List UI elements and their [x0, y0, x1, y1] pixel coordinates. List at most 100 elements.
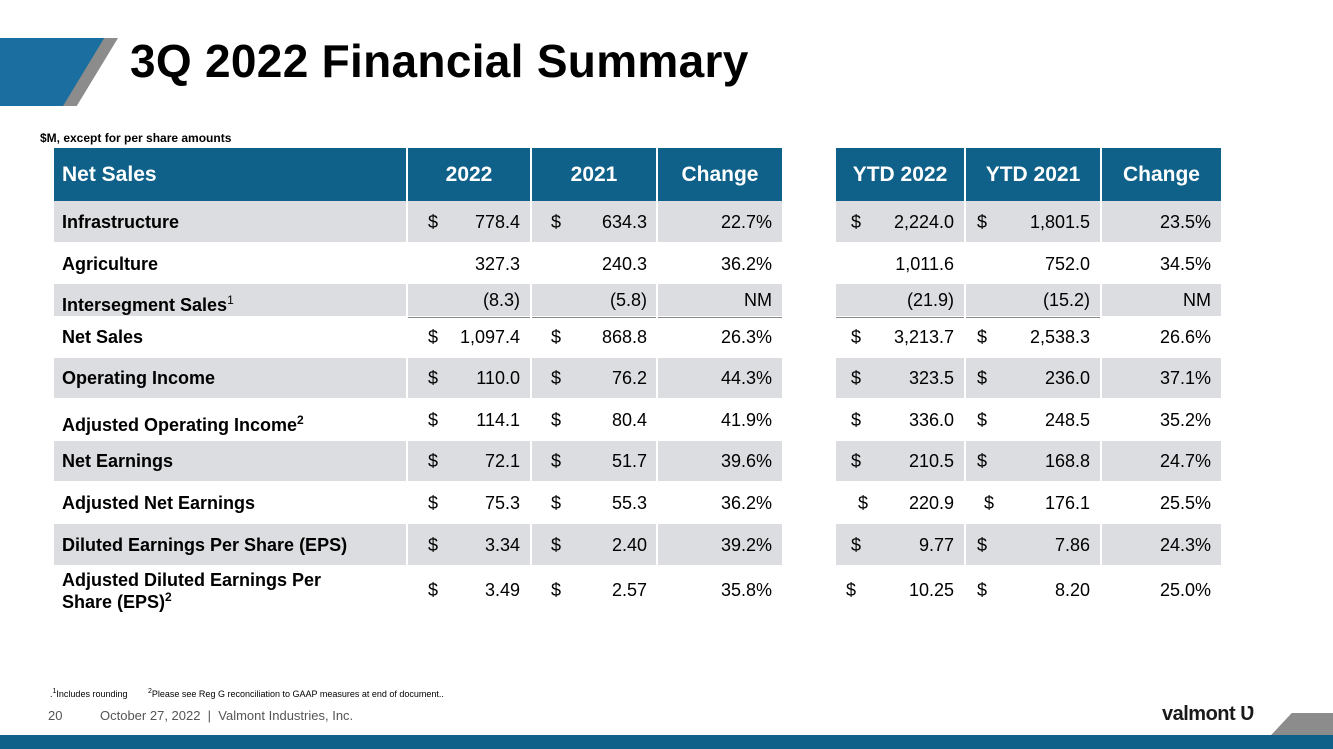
dollar-sign: $ [551, 493, 562, 513]
row-label: Infrastructure [62, 212, 179, 232]
dollar-sign: $ [551, 368, 562, 388]
row-shading [658, 284, 782, 316]
value-2021: 55.3 [611, 493, 647, 513]
dollar-sign: $ [858, 493, 869, 513]
row-shading [1102, 284, 1221, 316]
value-2022: 327.3 [474, 254, 520, 274]
row-label-text: Intersegment Sales [62, 295, 228, 315]
row-shading [408, 284, 530, 316]
value-ytd-2022: 3,213.7 [893, 327, 954, 347]
total-divider [532, 317, 656, 318]
footnote-1: .1Includes rounding [50, 688, 128, 699]
total-divider [836, 317, 964, 318]
row-shading [966, 201, 1100, 242]
row-label-text: Infrastructure [62, 212, 180, 232]
value-change: 39.2% [720, 535, 772, 555]
row-label-footnote: 2 [297, 413, 304, 427]
row-shading [658, 201, 782, 242]
dollar-sign: $ [428, 368, 439, 388]
value-2022: 114.1 [476, 410, 520, 430]
row-shading [966, 284, 1100, 316]
dollar-sign: $ [851, 368, 862, 388]
value-change: 35.8% [720, 580, 772, 600]
value-ytd-change: NM [1183, 290, 1211, 310]
value-ytd-change: 25.0% [1159, 580, 1211, 600]
dollar-sign: $ [551, 212, 562, 232]
dollar-sign: $ [428, 535, 439, 555]
row-shading [966, 524, 1100, 565]
value-change: 44.3% [720, 368, 772, 388]
dollar-sign: $ [428, 327, 439, 347]
row-shading [54, 284, 406, 316]
value-change: 26.3% [720, 327, 772, 347]
dollar-sign: $ [977, 580, 988, 600]
value-ytd-2022: 210.5 [908, 451, 954, 471]
value-ytd-2021: 236.0 [1044, 368, 1090, 388]
row-shading [1102, 201, 1221, 242]
row-shading [836, 284, 964, 316]
footer-date-company: October 27, 2022 | Valmont Industries, I… [100, 708, 354, 723]
units-note: $M, except for per share amounts [40, 131, 232, 145]
row-label-text: Adjusted Net Earnings [62, 493, 256, 513]
value-2021: 2.40 [611, 535, 647, 555]
row-shading [532, 441, 656, 481]
total-divider [966, 317, 1100, 318]
value-ytd-2022: 336.0 [908, 410, 954, 430]
value-2022: (8.3) [482, 290, 520, 310]
row-shading [658, 441, 782, 481]
value-2022: 72.1 [484, 451, 520, 471]
row-label-footnote: 1 [227, 293, 234, 307]
row-label: Agriculture [62, 254, 158, 274]
row-label: Adjusted Net Earnings [62, 493, 255, 513]
dollar-sign: $ [428, 212, 439, 232]
row-shading [532, 284, 656, 316]
row-label-text: Operating Income [62, 368, 216, 388]
row-shading [408, 201, 530, 242]
row-label: Operating Income [62, 368, 215, 388]
row-shading [532, 201, 656, 242]
value-2021: 2.57 [611, 580, 647, 600]
row-label-text-line2: Share (EPS) [62, 592, 166, 612]
row-label-text: Adjusted Diluted Earnings Per [62, 570, 322, 590]
value-ytd-2021: 1,801.5 [1029, 212, 1090, 232]
value-change: 39.6% [720, 451, 772, 471]
page-title: 3Q 2022 Financial Summary [130, 35, 749, 87]
dollar-sign: $ [551, 535, 562, 555]
value-change: 22.7% [720, 212, 772, 232]
footer-bar [0, 735, 1333, 749]
dollar-sign: $ [551, 451, 562, 471]
value-ytd-2022: 323.5 [908, 368, 954, 388]
row-label-text: Adjusted Operating Income [62, 415, 298, 435]
value-2021: 76.2 [611, 368, 647, 388]
dollar-sign: $ [428, 410, 439, 430]
value-2021: 240.3 [601, 254, 647, 274]
dollar-sign: $ [977, 212, 988, 232]
value-ytd-change: 35.2% [1159, 410, 1211, 430]
value-ytd-2021: 7.86 [1054, 535, 1090, 555]
value-ytd-2022: 220.9 [908, 493, 954, 513]
dollar-sign: $ [551, 327, 562, 347]
value-2021: (5.8) [609, 290, 647, 310]
row-label-text: Net Sales [62, 327, 144, 347]
value-ytd-2022: (21.9) [906, 290, 954, 310]
value-ytd-change: 34.5% [1159, 254, 1211, 274]
value-ytd-2022: 10.25 [908, 580, 954, 600]
dollar-sign: $ [851, 535, 862, 555]
value-2021: 51.7 [611, 451, 647, 471]
dollar-sign: $ [977, 451, 988, 471]
row-shading [966, 441, 1100, 481]
header-2021: 2021 [532, 148, 656, 201]
row-shading [532, 524, 656, 565]
row-shading [658, 358, 782, 398]
value-change: 36.2% [720, 254, 772, 274]
value-2022: 778.4 [474, 212, 520, 232]
value-ytd-2021: 176.1 [1044, 493, 1090, 513]
dollar-sign: $ [428, 451, 439, 471]
value-2022: 3.49 [484, 580, 520, 600]
row-shading [1102, 524, 1221, 565]
row-label: Net Earnings [62, 451, 173, 471]
row-shading [836, 441, 964, 481]
row-shading [836, 201, 964, 242]
header-net-sales: Net Sales [54, 148, 406, 201]
value-change: 41.9% [720, 410, 772, 430]
